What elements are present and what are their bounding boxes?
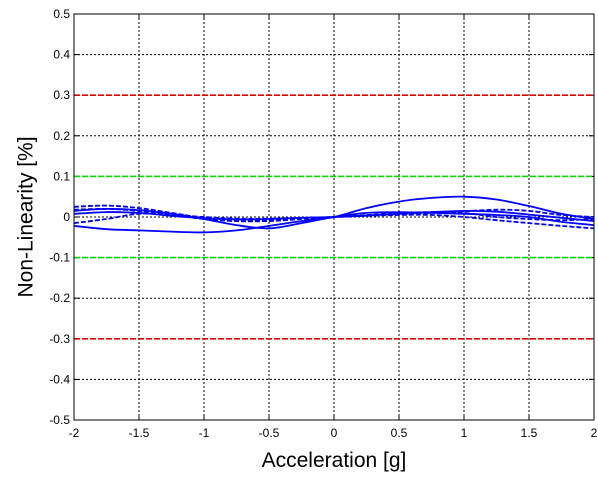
y-axis-label: Non-Linearity [%] <box>15 136 38 297</box>
y-tick-label: 0.1 <box>53 169 70 183</box>
x-tick-labels: -2 -1.5 -1 -0.5 0 0.5 1 1.5 2 <box>69 426 598 440</box>
y-tick-labels: -0.5 -0.4 -0.3 -0.2 -0.1 0 0.1 0.2 0.3 0.4 0.5 <box>49 7 70 427</box>
x-tick-label: -2 <box>69 426 80 440</box>
y-tick-label: 0.4 <box>53 48 70 62</box>
y-tick-label: 0 <box>63 210 70 224</box>
x-tick-label: 0 <box>331 426 338 440</box>
y-tick-label: 0.3 <box>53 88 70 102</box>
x-tick-label: 1 <box>461 426 468 440</box>
x-tick-label: 2 <box>591 426 598 440</box>
y-tick-label: -0.3 <box>49 332 70 346</box>
x-tick-label: 1.5 <box>521 426 538 440</box>
x-axis-label: Acceleration [g] <box>262 449 407 472</box>
reference-lines <box>74 94 594 340</box>
x-tick-label: -1 <box>199 426 210 440</box>
series-line-6 <box>73 207 595 220</box>
x-tick-label: 0.5 <box>391 426 408 440</box>
x-tick-label: -1.5 <box>129 426 150 440</box>
plot-area-frame <box>73 13 595 421</box>
y-tick-label: -0.2 <box>49 291 70 305</box>
series-lines <box>73 195 595 234</box>
y-tick-label: -0.4 <box>49 372 70 386</box>
x-tick-label: -0.5 <box>259 426 280 440</box>
y-tick-label: -0.1 <box>49 251 70 265</box>
y-tick-label: 0.5 <box>53 7 70 21</box>
y-tick-label: 0.2 <box>53 129 70 143</box>
y-tick-label: -0.5 <box>49 413 70 427</box>
